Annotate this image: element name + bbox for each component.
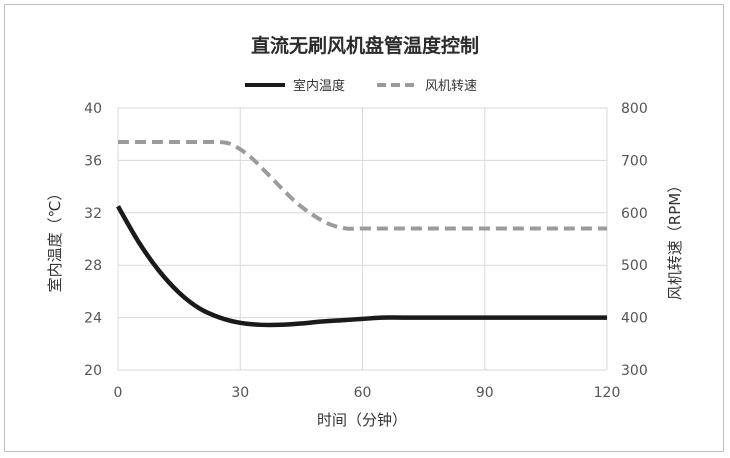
y-tick-label: 36 xyxy=(84,153,102,169)
x-tick-label: 30 xyxy=(231,385,249,401)
y-tick-label: 32 xyxy=(84,206,102,222)
y2-tick-label: 300 xyxy=(621,363,648,379)
x-tick-label: 90 xyxy=(476,385,494,401)
y-tick-label: 28 xyxy=(84,258,102,274)
y2-tick-label: 800 xyxy=(621,101,648,117)
x-axis-label: 时间（分钟） xyxy=(317,411,407,429)
y-tick-label: 24 xyxy=(84,311,102,327)
y-tick-label: 20 xyxy=(84,363,102,379)
fan-speed-line xyxy=(118,139,607,231)
x-tick-label: 0 xyxy=(114,385,123,401)
y2-axis-label: 风机转速（RPM） xyxy=(666,178,684,300)
x-tick-label: 120 xyxy=(594,385,621,401)
legend-label: 室内温度 xyxy=(293,78,345,94)
room-temp-line xyxy=(116,205,607,328)
x-tick-label: 60 xyxy=(354,385,372,401)
legend: 室内温度 风机转速 xyxy=(245,78,477,94)
y-tick-label: 40 xyxy=(84,101,102,117)
plot-area xyxy=(116,139,607,328)
y2-tick-label: 400 xyxy=(621,311,648,327)
tick-labels: 20 24 28 32 36 40 300 400 500 600 700 800 0 30 60 90 120 xyxy=(84,101,648,401)
y2-tick-label: 500 xyxy=(621,258,648,274)
y2-tick-label: 700 xyxy=(621,153,648,169)
grid xyxy=(117,107,608,371)
y-axis-label: 室内温度（℃） xyxy=(46,186,64,293)
y2-tick-label: 600 xyxy=(621,206,648,222)
chart-title: 直流无刷风机盘管温度控制 xyxy=(251,34,479,57)
legend-label: 风机转速 xyxy=(425,79,477,94)
